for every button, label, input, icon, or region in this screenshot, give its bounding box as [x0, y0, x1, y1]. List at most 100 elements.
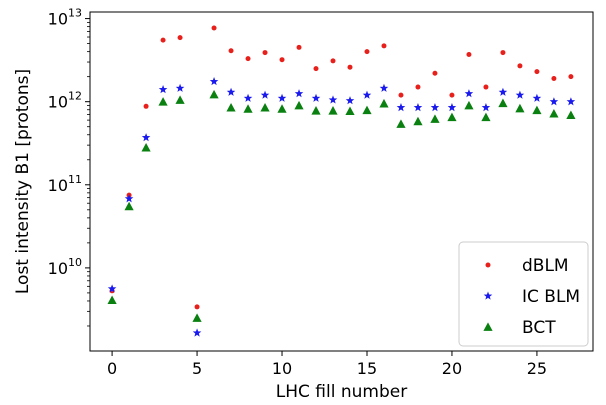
- x-axis: 0 5 10 15 20 25: [107, 351, 547, 378]
- data-point: [192, 313, 202, 322]
- legend-marker-bct: [483, 322, 493, 331]
- data-point: [549, 108, 559, 118]
- data-point: [328, 95, 338, 104]
- data-point: [566, 97, 576, 106]
- data-point: [379, 83, 389, 92]
- data-point: [194, 304, 200, 310]
- data-point: [311, 106, 321, 115]
- legend-box: [458, 241, 589, 347]
- data-point: [279, 57, 285, 63]
- data-point: [549, 97, 559, 106]
- data-point: [515, 103, 525, 113]
- data-point: [277, 93, 287, 102]
- data-point: [532, 93, 542, 102]
- data-point: [124, 201, 134, 211]
- data-point: [517, 63, 523, 69]
- data-point: [209, 89, 219, 99]
- data-point: [464, 100, 474, 110]
- x-tick-label: 10: [272, 359, 292, 378]
- data-point: [398, 92, 404, 98]
- data-point: [381, 43, 387, 49]
- series-layer: [107, 25, 576, 337]
- legend-label: IC BLM: [522, 287, 580, 307]
- data-point: [175, 83, 185, 92]
- data-point: [175, 95, 185, 104]
- data-point: [260, 102, 270, 112]
- data-point: [430, 114, 440, 123]
- data-point: [107, 284, 117, 293]
- data-point: [141, 133, 151, 142]
- y-tick-label: 1013: [48, 7, 82, 29]
- data-point: [515, 90, 525, 99]
- x-tick-label: 0: [107, 359, 117, 378]
- y-tick-label: 1010: [48, 256, 82, 278]
- data-point: [447, 112, 457, 122]
- data-point: [141, 143, 151, 152]
- legend-label: BCT: [522, 318, 556, 338]
- data-point: [143, 103, 149, 109]
- legend: dBLM IC BLM BCT: [458, 241, 589, 347]
- data-point: [209, 76, 219, 86]
- data-point: [430, 103, 440, 112]
- data-point: [243, 93, 253, 102]
- data-point: [483, 84, 489, 90]
- data-point: [415, 84, 421, 90]
- data-point: [396, 103, 406, 112]
- data-point: [345, 106, 355, 116]
- data-point: [566, 110, 576, 119]
- y-axis-label: Lost intensity B1 [protons]: [13, 69, 33, 294]
- data-point: [226, 87, 236, 96]
- data-point: [294, 89, 304, 98]
- data-point: [311, 93, 321, 102]
- series-dblm: [109, 25, 574, 310]
- data-point: [158, 85, 168, 94]
- data-point: [500, 50, 506, 56]
- series-ic-blm: [107, 76, 576, 337]
- x-tick-label: 5: [192, 359, 202, 378]
- data-point: [294, 100, 304, 110]
- data-point: [328, 106, 338, 115]
- data-point: [228, 48, 234, 54]
- plot-frame: [89, 11, 594, 352]
- data-point: [345, 96, 355, 105]
- x-tick-label: 15: [357, 359, 377, 378]
- data-point: [362, 90, 372, 99]
- data-point: [432, 70, 438, 76]
- x-tick-label: 20: [442, 359, 462, 378]
- data-point: [243, 104, 253, 113]
- legend-marker-dblm: [485, 262, 491, 268]
- data-point: [449, 92, 455, 98]
- data-point: [177, 35, 183, 41]
- data-point: [364, 49, 370, 55]
- data-point: [330, 58, 336, 64]
- data-point: [481, 103, 491, 112]
- data-point: [260, 90, 270, 99]
- data-point: [262, 50, 268, 56]
- data-point: [379, 98, 389, 108]
- y-axis: 1010 1011 1012 1013: [48, 7, 90, 327]
- y-tick-label: 1011: [48, 173, 82, 195]
- data-point: [226, 102, 236, 112]
- data-point: [447, 103, 457, 112]
- x-axis-label: LHC fill number: [276, 382, 407, 402]
- data-point: [413, 116, 423, 126]
- data-point: [347, 64, 353, 70]
- data-point: [158, 97, 168, 106]
- data-point: [551, 76, 557, 82]
- legend-label: dBLM: [522, 256, 569, 276]
- data-point: [498, 87, 508, 96]
- data-point: [313, 66, 319, 72]
- data-point: [296, 44, 302, 50]
- data-point: [192, 328, 202, 337]
- data-point: [211, 25, 217, 31]
- data-point: [362, 105, 372, 115]
- x-tick-label: 25: [527, 359, 547, 378]
- data-point: [464, 89, 474, 98]
- data-point: [160, 37, 166, 43]
- series-bct: [107, 89, 576, 322]
- data-point: [568, 74, 574, 80]
- legend-marker-ic-blm: [483, 291, 493, 300]
- y-tick-label: 1012: [48, 90, 82, 112]
- data-point: [466, 51, 472, 57]
